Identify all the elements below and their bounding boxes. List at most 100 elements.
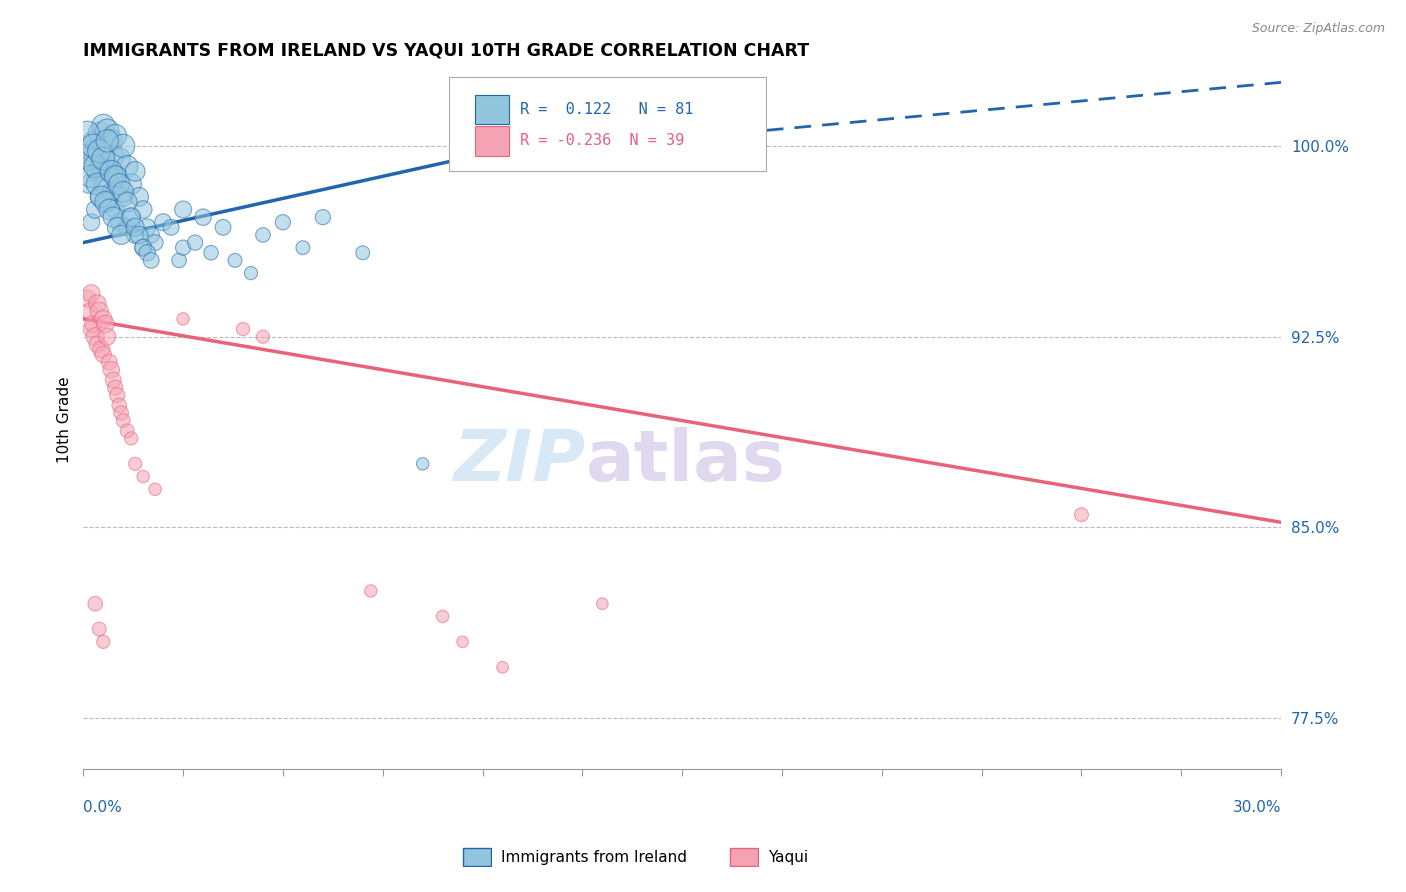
Text: ZIP: ZIP [454, 426, 586, 496]
Point [108, 152, 131, 166]
Point [104, 202, 127, 217]
Point [110, 227, 132, 242]
Point [89, 622, 111, 636]
Point [96, 194, 118, 209]
Point [94, 194, 117, 209]
Point [112, 185, 135, 199]
Point [124, 164, 146, 178]
Point [232, 322, 254, 336]
Point [91, 311, 114, 326]
Point [112, 190, 135, 204]
Point [172, 241, 194, 255]
Point [112, 414, 135, 428]
Point [86, 177, 108, 191]
Point [591, 597, 613, 611]
Point [98, 164, 121, 178]
Point [77, 152, 100, 166]
Point [89, 126, 111, 140]
Point [80, 144, 103, 158]
Point [120, 431, 142, 445]
Point [100, 185, 122, 199]
Point [136, 245, 159, 260]
Point [252, 227, 274, 242]
Point [76, 126, 98, 140]
Point [100, 363, 122, 377]
Point [412, 457, 434, 471]
Point [167, 253, 190, 268]
Point [104, 169, 127, 184]
Point [80, 322, 103, 336]
Point [200, 245, 222, 260]
Point [115, 159, 138, 173]
Point [105, 169, 128, 184]
Point [96, 134, 118, 148]
Point [91, 152, 114, 166]
Point [108, 398, 131, 412]
Point [84, 202, 107, 217]
Point [143, 483, 166, 497]
Point [128, 190, 150, 204]
Text: 0.0%: 0.0% [83, 799, 122, 814]
Point [84, 329, 107, 343]
Point [82, 134, 104, 148]
Point [90, 159, 112, 173]
Point [432, 609, 454, 624]
Point [84, 152, 107, 166]
Text: atlas: atlas [586, 426, 786, 496]
Point [80, 215, 103, 229]
Point [89, 304, 111, 318]
Point [191, 210, 214, 224]
Point [184, 235, 207, 250]
Point [360, 584, 382, 599]
Point [132, 241, 155, 255]
Point [1070, 508, 1092, 522]
Point [94, 317, 117, 331]
Point [212, 220, 235, 235]
Text: 30.0%: 30.0% [1233, 799, 1281, 814]
Point [141, 253, 163, 268]
Point [105, 388, 128, 402]
Text: R = -0.236  N = 39: R = -0.236 N = 39 [520, 134, 685, 148]
Point [80, 169, 103, 184]
Point [112, 139, 135, 153]
Point [132, 241, 155, 255]
Point [128, 227, 150, 242]
Point [108, 177, 131, 191]
Point [172, 202, 194, 217]
Text: IMMIGRANTS FROM IRELAND VS YAQUI 10TH GRADE CORRELATION CHART: IMMIGRANTS FROM IRELAND VS YAQUI 10TH GR… [83, 42, 810, 60]
Point [76, 292, 98, 306]
Point [77, 304, 100, 318]
Point [96, 124, 118, 138]
Point [172, 311, 194, 326]
FancyBboxPatch shape [449, 77, 766, 171]
Point [312, 210, 335, 224]
Point [90, 190, 112, 204]
Point [124, 227, 146, 242]
Point [224, 253, 246, 268]
Point [86, 164, 108, 178]
Point [252, 329, 274, 343]
Point [160, 220, 183, 235]
Point [115, 194, 138, 209]
Point [132, 202, 155, 217]
Point [120, 210, 142, 224]
Point [103, 373, 125, 387]
Point [91, 177, 114, 191]
Point [98, 355, 121, 369]
Point [89, 144, 111, 158]
Point [100, 134, 122, 148]
Text: Source: ZipAtlas.com: Source: ZipAtlas.com [1251, 22, 1385, 36]
Point [104, 380, 127, 394]
Point [141, 227, 163, 242]
Point [124, 220, 146, 235]
Point [291, 241, 314, 255]
Point [115, 220, 138, 235]
Point [120, 177, 142, 191]
Point [108, 215, 131, 229]
Point [86, 337, 108, 351]
Point [86, 296, 108, 310]
Point [271, 215, 294, 229]
Text: R =  0.122   N = 81: R = 0.122 N = 81 [520, 102, 695, 117]
Point [103, 149, 125, 163]
FancyBboxPatch shape [475, 127, 509, 156]
